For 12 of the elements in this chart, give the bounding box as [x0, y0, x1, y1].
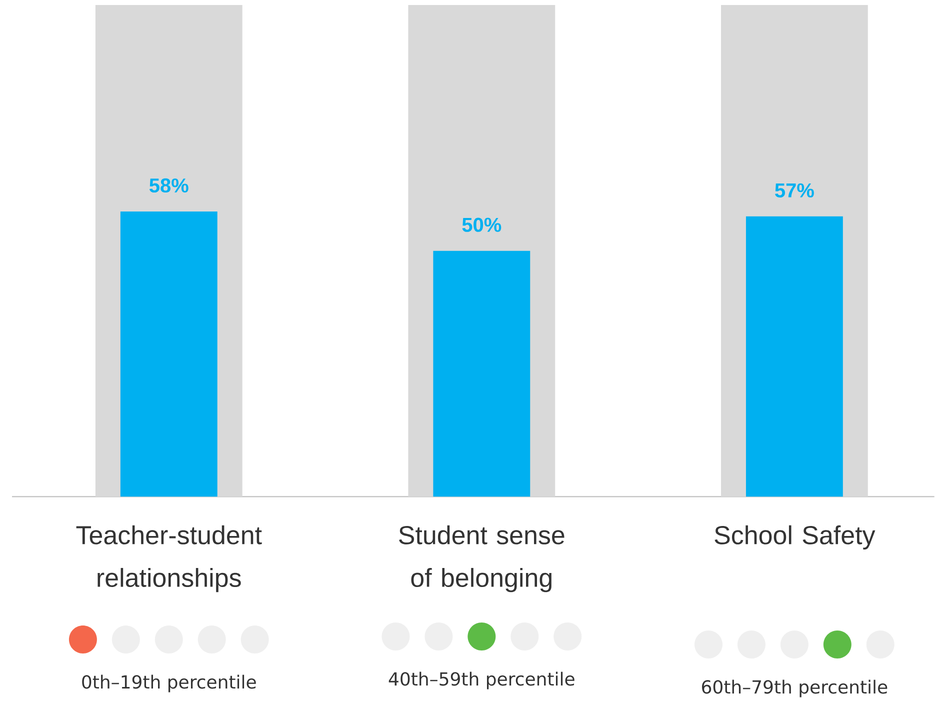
bar	[746, 216, 843, 497]
x-tick-label: Student sense of belonging	[399, 526, 564, 592]
x-tick-label: Teacher-student relationships	[76, 526, 262, 592]
bar	[120, 212, 218, 497]
text: 0th–19th percentile	[82, 674, 256, 692]
data-label: 50%	[462, 218, 502, 232]
x-tick-label: School Safety	[714, 526, 876, 550]
text: 40th–59th percentile	[388, 672, 574, 690]
bar	[433, 250, 530, 497]
data-label: 57%	[775, 184, 814, 198]
text: 60th–79th percentile	[702, 680, 888, 698]
data-label: 58%	[149, 178, 188, 193]
